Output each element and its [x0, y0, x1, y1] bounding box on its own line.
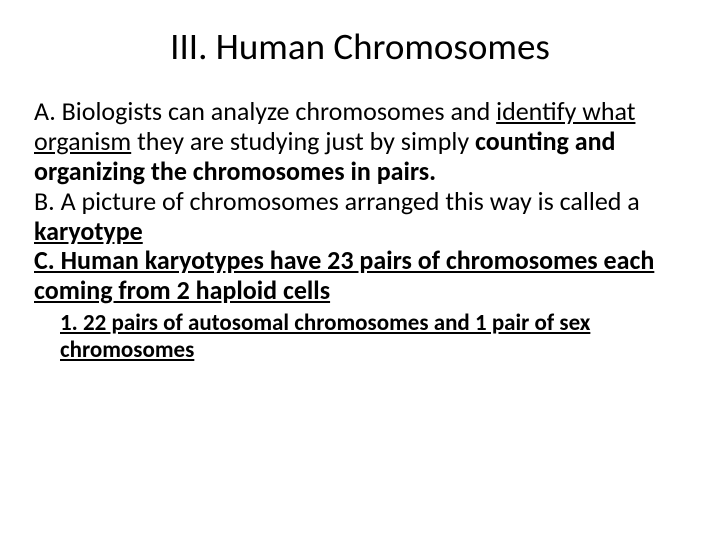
- c-full: C. Human karyotypes have 23 pairs of chr…: [34, 244, 654, 306]
- body-text: A. Biologists can analyze chromosomes an…: [34, 97, 686, 363]
- b-karyotype: karyotype: [34, 215, 143, 247]
- sub-point-1: 1. 22 pairs of autosomal chromosomes and…: [34, 310, 686, 363]
- point-a: A. Biologists can analyze chromosomes an…: [34, 97, 686, 187]
- sub1-text: 1. 22 pairs of autosomal chromosomes and…: [60, 309, 590, 363]
- slide-title: III. Human Chromosomes: [34, 24, 686, 69]
- b-lead: B. A picture of chromosomes arranged thi…: [34, 185, 640, 217]
- point-c: C. Human karyotypes have 23 pairs of chr…: [34, 246, 686, 306]
- slide-container: III. Human Chromosomes A. Biologists can…: [0, 0, 720, 540]
- point-b: B. A picture of chromosomes arranged thi…: [34, 187, 686, 247]
- a-mid: they are studying just by simply: [131, 125, 475, 157]
- a-lead: A. Biologists can analyze chromosomes an…: [34, 95, 496, 127]
